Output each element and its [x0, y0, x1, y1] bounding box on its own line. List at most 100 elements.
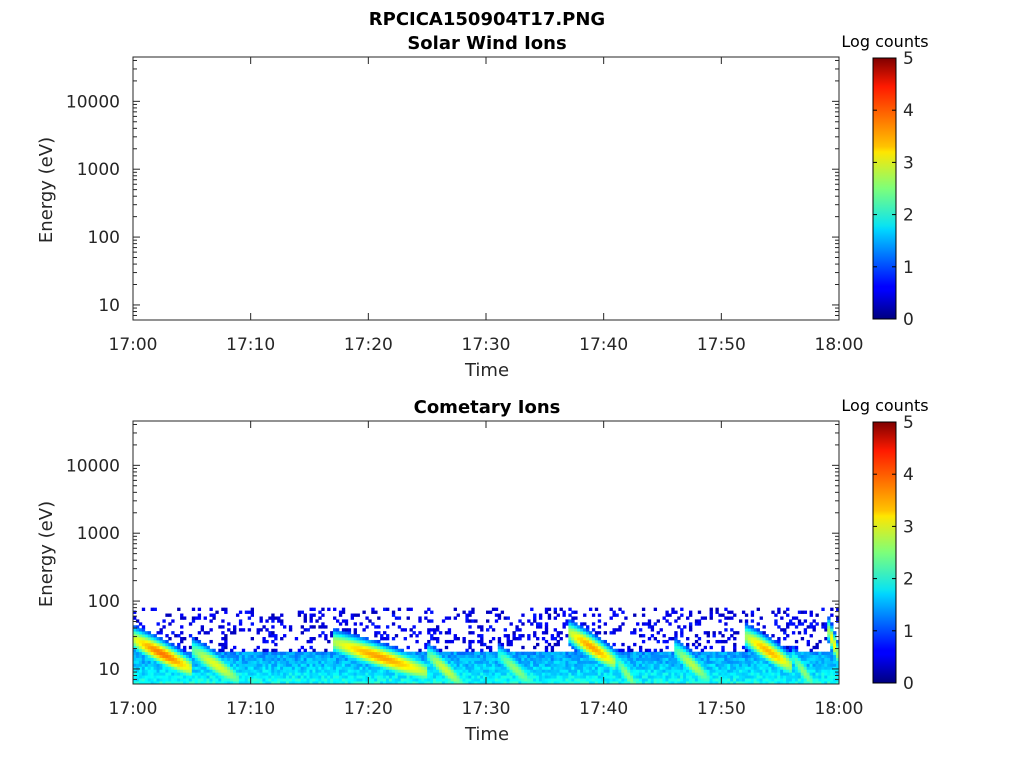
- heatmap-cell: [383, 648, 387, 653]
- heatmap-cell: [397, 663, 402, 667]
- heatmap-cell: [356, 637, 360, 641]
- heatmap-cell: [494, 651, 499, 656]
- heatmap-cell: [515, 675, 519, 679]
- heatmap-cell: [256, 645, 260, 650]
- heatmap-cell: [397, 678, 402, 682]
- heatmap-cell: [550, 678, 555, 682]
- heatmap-cell: [150, 639, 154, 644]
- heatmap-cell: [162, 625, 166, 629]
- heatmap-cell: [309, 675, 313, 679]
- heatmap-cell: [744, 625, 749, 629]
- heatmap-cell: [288, 669, 293, 673]
- heatmap-cell: [500, 648, 505, 653]
- heatmap-cell: [356, 672, 360, 676]
- heatmap-cell: [503, 648, 507, 653]
- heatmap-cell: [756, 672, 760, 676]
- heatmap-cell: [156, 666, 160, 670]
- heatmap-cell: [291, 657, 296, 661]
- heatmap-cell: [400, 663, 405, 667]
- heatmap-cell: [815, 622, 819, 626]
- heatmap-cell: [444, 663, 449, 667]
- heatmap-cell: [486, 666, 490, 670]
- heatmap-cell: [538, 654, 543, 658]
- heatmap-cell: [550, 675, 555, 679]
- heatmap-cell: [183, 616, 187, 620]
- heatmap-cell: [724, 666, 728, 670]
- heatmap-cell: [335, 637, 340, 641]
- heatmap-cell: [609, 657, 613, 661]
- heatmap-cell: [256, 678, 260, 682]
- heatmap-cell: [335, 631, 340, 635]
- heatmap-cell: [603, 648, 608, 653]
- heatmap-cell: [574, 642, 578, 647]
- heatmap-cell: [691, 654, 696, 658]
- heatmap-cell: [762, 637, 766, 641]
- heatmap-cell: [618, 607, 622, 611]
- heatmap-cell: [191, 637, 196, 641]
- heatmap-cell: [450, 651, 455, 656]
- heatmap-cell: [377, 666, 381, 670]
- heatmap-cell: [497, 639, 502, 644]
- heatmap-cell: [133, 648, 137, 653]
- heatmap-cell: [659, 669, 663, 673]
- heatmap-cell: [733, 672, 737, 676]
- heatmap-cell: [409, 660, 413, 664]
- heatmap-cell: [518, 628, 522, 632]
- heatmap-cell: [586, 645, 590, 650]
- heatmap-cell: [341, 648, 346, 653]
- heatmap-cell: [744, 669, 749, 673]
- heatmap-cell: [680, 651, 684, 656]
- heatmap-cell: [491, 657, 496, 661]
- heatmap-cell: [230, 672, 234, 676]
- heatmap-cell: [509, 678, 513, 682]
- heatmap-cell: [565, 622, 569, 626]
- heatmap-cell: [218, 651, 222, 656]
- heatmap-cell: [159, 669, 163, 673]
- plot-frame: [132, 56, 840, 321]
- heatmap-cell: [547, 613, 552, 617]
- heatmap-cell: [806, 654, 810, 658]
- heatmap-cell: [165, 669, 169, 673]
- heatmap-cell: [365, 681, 369, 684]
- heatmap-cell: [427, 648, 431, 653]
- heatmap-cell: [818, 639, 822, 644]
- heatmap-cell: [809, 613, 813, 617]
- heatmap-cell: [597, 642, 602, 647]
- heatmap-cell: [335, 663, 340, 667]
- heatmap-cell: [435, 663, 440, 667]
- heatmap-cell: [480, 654, 484, 658]
- heatmap-cell: [285, 669, 290, 673]
- heatmap-cell: [353, 613, 357, 617]
- heatmap-cell: [797, 681, 802, 684]
- heatmap-cell: [803, 654, 808, 658]
- heatmap-cell: [753, 678, 758, 682]
- heatmap-cell: [377, 657, 381, 661]
- heatmap-cell: [633, 660, 637, 664]
- heatmap-cell: [747, 669, 752, 673]
- heatmap-cell: [156, 651, 160, 656]
- heatmap-cell: [571, 631, 575, 635]
- heatmap-cell: [783, 675, 787, 679]
- heatmap-cell: [180, 666, 184, 670]
- heatmap-cell: [497, 663, 502, 667]
- heatmap-cell: [786, 675, 790, 679]
- heatmap-cell: [218, 666, 222, 670]
- heatmap-cell: [562, 613, 566, 617]
- heatmap-cell: [674, 645, 678, 650]
- heatmap-cell: [588, 672, 593, 676]
- heatmap-cell: [347, 651, 352, 656]
- heatmap-cell: [574, 681, 578, 684]
- heatmap-cell: [456, 637, 460, 641]
- heatmap-cell: [147, 651, 152, 656]
- heatmap-cell: [797, 675, 802, 679]
- heatmap-cell: [559, 657, 563, 661]
- heatmap-cell: [653, 666, 658, 670]
- heatmap-cell: [159, 631, 163, 635]
- heatmap-cell: [221, 651, 225, 656]
- heatmap-cell: [450, 675, 455, 679]
- heatmap-cell: [674, 637, 678, 641]
- heatmap-cell: [683, 681, 687, 684]
- heatmap-cell: [335, 654, 340, 658]
- heatmap-cell: [780, 672, 784, 676]
- heatmap-cell: [141, 669, 146, 673]
